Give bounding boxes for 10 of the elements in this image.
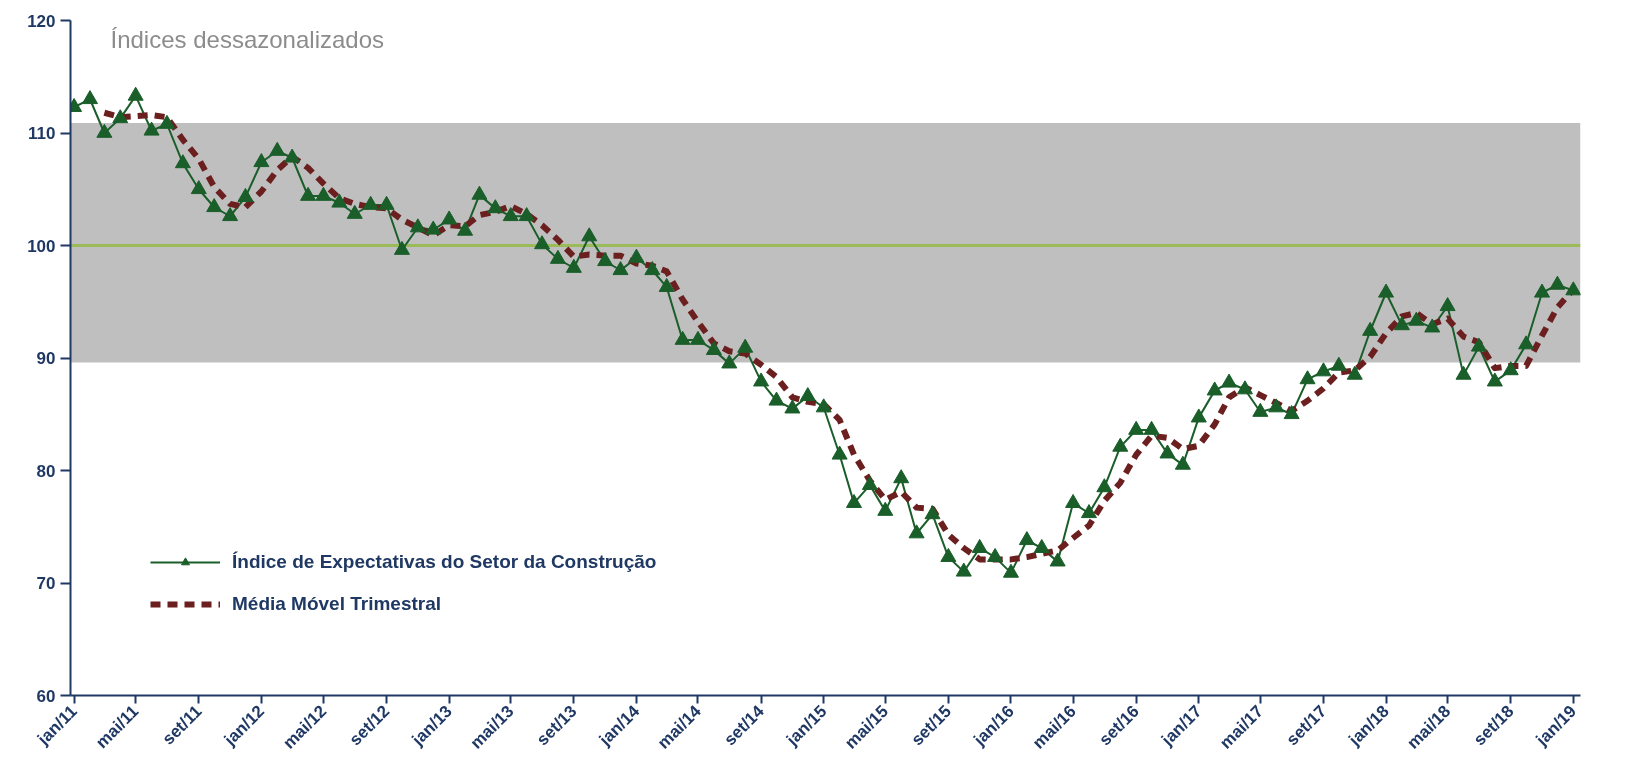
y-tick-label: 60 xyxy=(36,686,56,706)
legend-label: Índice de Expectativas do Setor da Construção xyxy=(232,551,657,573)
y-tick-label: 70 xyxy=(36,574,56,593)
y-tick-label: 110 xyxy=(28,124,56,143)
chart-title: Índices dessazonalizados xyxy=(110,25,385,53)
legend-label: Média Móvel Trimestral xyxy=(232,593,442,615)
y-tick-label: 80 xyxy=(36,461,56,481)
y-tick-label: 120 xyxy=(27,11,56,31)
y-tick-label: 90 xyxy=(36,349,56,368)
y-tick-label: 100 xyxy=(27,236,56,256)
